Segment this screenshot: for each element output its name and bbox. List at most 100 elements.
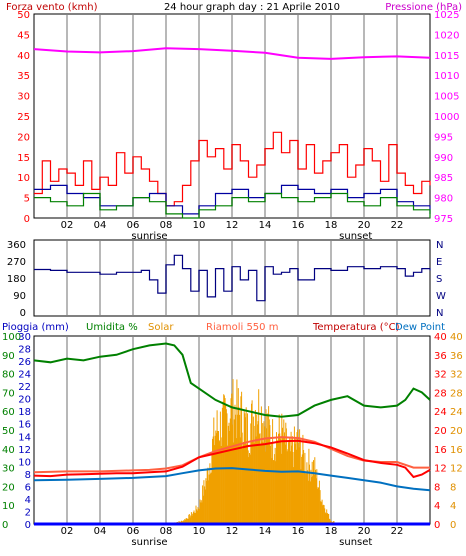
- direction-y-tick-label: 360: [7, 240, 26, 251]
- compass-tick-label: N: [436, 308, 443, 319]
- wind-y-tick-label: 30: [17, 92, 30, 103]
- temperature-label: Temperatura (°C): [312, 322, 400, 333]
- pressure-y-tick-label: 1005: [434, 92, 459, 103]
- humidity-label: Umidita %: [86, 322, 138, 333]
- humidity-y-tick-label: 0: [2, 520, 8, 531]
- humidity-y-tick-label: 90: [2, 351, 15, 362]
- temp-panel-x-tick-label: 08: [160, 526, 173, 537]
- rain-y-tick-label: 0: [25, 520, 31, 531]
- temp-panel-x-tick-label: 20: [358, 526, 371, 537]
- temperature-y-tick-label: 32: [434, 370, 447, 381]
- pressure-y-tick-label: 1000: [434, 112, 459, 123]
- temp-panel-x-tick-label: 14: [259, 526, 272, 537]
- temp-panel-x-tick-label: 02: [61, 526, 74, 537]
- sunset-label-bottom: sunset: [339, 537, 372, 548]
- solar-y-tick-label: 32: [450, 370, 463, 381]
- wind-panel-x-tick-label: 08: [160, 220, 173, 231]
- temperature-y-tick-label: 0: [434, 520, 440, 531]
- compass-tick-label: N: [436, 240, 443, 251]
- pressure-y-tick-label: 990: [434, 153, 453, 164]
- sunrise-label-bottom: sunrise: [131, 537, 167, 548]
- pressure-y-tick-label: 1015: [434, 51, 459, 62]
- solar-y-tick-label: 20: [450, 426, 463, 437]
- wind-panel-x-tick-label: 16: [292, 220, 305, 231]
- direction-y-tick-label: 90: [13, 291, 26, 302]
- temperature-humidity-panel: 0102030405060708090100024681012141618202…: [2, 332, 463, 548]
- wind-red-line: [34, 131, 431, 207]
- wind-y-tick-label: 40: [17, 51, 30, 62]
- solar-y-tick-label: 40: [450, 332, 463, 343]
- humidity-line: [33, 342, 431, 418]
- temp-panel-x-tick-label: 06: [127, 526, 140, 537]
- temperature-y-tick-label: 28: [434, 388, 447, 399]
- rain-y-tick-label: 20: [18, 395, 31, 406]
- temperature-y-tick-label: 8: [434, 482, 440, 493]
- wind-y-tick-label: 15: [17, 153, 30, 164]
- rain-y-tick-label: 14: [18, 432, 31, 443]
- pressure-y-tick-label: 995: [434, 132, 453, 143]
- wind-direction-line: [34, 254, 431, 302]
- solar-y-tick-label: 8: [450, 482, 456, 493]
- sunset-label: sunset: [339, 231, 372, 242]
- rain-y-tick-label: 30: [18, 332, 31, 343]
- direction-y-tick-label: 0: [20, 308, 26, 319]
- humidity-y-tick-label: 70: [2, 388, 15, 399]
- pressure-axis-label: Pressione (hPa): [385, 2, 462, 13]
- wind-y-tick-label: 5: [24, 194, 30, 205]
- humidity-y-tick-label: 10: [2, 501, 15, 512]
- rain-y-tick-label: 16: [18, 420, 31, 431]
- solar-label: Solar: [148, 322, 174, 333]
- pressure-y-tick-label: 1010: [434, 71, 459, 82]
- wind-panel-x-tick-label: 02: [61, 220, 74, 231]
- pressure-y-tick-label: 980: [434, 194, 453, 205]
- wind-panel-x-tick-label: 20: [358, 220, 371, 231]
- rain-y-tick-label: 26: [18, 357, 31, 368]
- humidity-y-tick-label: 60: [2, 407, 15, 418]
- wind-panel-x-tick-label: 10: [193, 220, 206, 231]
- temp-panel-x-tick-label: 10: [193, 526, 206, 537]
- rain-y-tick-label: 4: [25, 495, 31, 506]
- temp-panel-x-tick-label: 22: [391, 526, 404, 537]
- rain-y-tick-label: 22: [18, 382, 31, 393]
- temp-panel-x-tick-label: 18: [325, 526, 338, 537]
- solar-y-tick-label: 16: [450, 445, 463, 456]
- pressure-y-tick-label: 1020: [434, 30, 459, 41]
- pressure-y-tick-label: 1025: [434, 10, 459, 21]
- temp-panel-x-tick-label: 04: [94, 526, 107, 537]
- wind-panel-x-tick-label: 14: [259, 220, 272, 231]
- wind-green-line: [34, 192, 431, 219]
- wind-y-tick-label: 35: [17, 71, 30, 82]
- rain-y-tick-label: 6: [25, 482, 31, 493]
- humidity-y-tick-label: 80: [2, 370, 15, 381]
- wind-panel-x-tick-label: 06: [127, 220, 140, 231]
- wind-y-tick-label: 0: [24, 214, 30, 225]
- solar-y-tick-label: 4: [450, 501, 456, 512]
- solar-y-tick-label: 12: [450, 464, 463, 475]
- riamoli-label: Riamoli 550 m: [206, 322, 278, 333]
- rain-y-tick-label: 28: [18, 345, 31, 356]
- rain-y-tick-label: 12: [18, 445, 31, 456]
- humidity-y-tick-label: 100: [2, 332, 21, 343]
- compass-tick-label: S: [436, 274, 442, 285]
- rain-y-tick-label: 8: [25, 470, 31, 481]
- wind-y-tick-label: 45: [17, 30, 30, 41]
- rain-y-tick-label: 18: [18, 407, 31, 418]
- humidity-y-tick-label: 50: [2, 426, 15, 437]
- wind-y-tick-label: 20: [17, 132, 30, 143]
- wind-y-tick-label: 50: [17, 10, 30, 21]
- wind-panel-x-tick-label: 22: [391, 220, 404, 231]
- temperature-line: [33, 439, 431, 479]
- temperature-y-tick-label: 4: [434, 501, 440, 512]
- compass-tick-label: E: [436, 257, 442, 268]
- temp-panel-x-tick-label: 12: [226, 526, 239, 537]
- pressure-y-tick-label: 985: [434, 173, 453, 184]
- humidity-y-tick-label: 30: [2, 464, 15, 475]
- compass-tick-label: W: [436, 291, 446, 302]
- dewpoint-line: [33, 467, 431, 492]
- temperature-y-tick-label: 16: [434, 445, 447, 456]
- solar-y-tick-label: 36: [450, 351, 463, 362]
- sunrise-label: sunrise: [131, 231, 167, 242]
- solar-y-tick-label: 24: [450, 407, 463, 418]
